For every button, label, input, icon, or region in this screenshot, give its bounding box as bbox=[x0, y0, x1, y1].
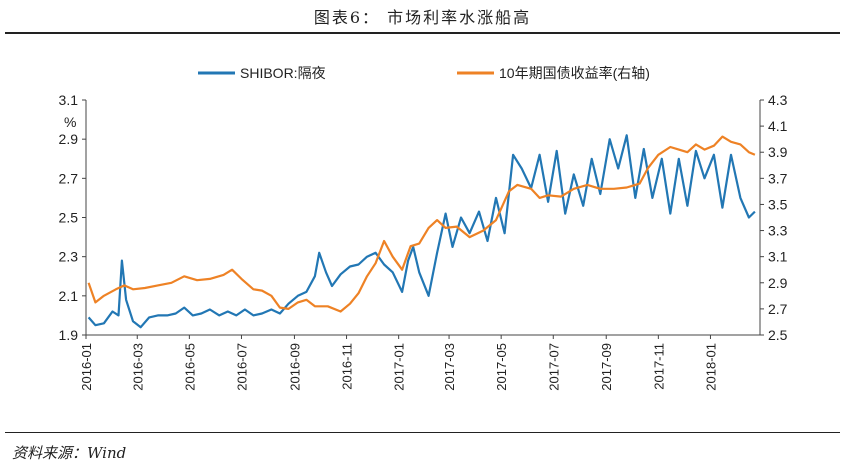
right-axis-tick-label: 4.3 bbox=[768, 92, 788, 108]
left-axis-unit: % bbox=[64, 114, 76, 130]
right-axis-tick-label: 3.7 bbox=[768, 170, 788, 186]
left-axis-tick-label: 2.3 bbox=[59, 249, 79, 265]
right-axis-tick-label: 2.7 bbox=[768, 301, 788, 317]
x-axis-tick-label: 2017-03 bbox=[442, 343, 457, 391]
legend-label-bond: 10年期国债收益率(右轴) bbox=[499, 65, 650, 81]
left-axis-tick-label: 2.7 bbox=[59, 170, 79, 186]
series-line-shibor bbox=[87, 134, 756, 329]
x-axis-tick-label: 2016-05 bbox=[182, 343, 197, 391]
x-axis-tick-label: 2016-01 bbox=[79, 343, 94, 391]
right-axis-tick-label: 3.3 bbox=[768, 223, 788, 239]
series-layer bbox=[87, 134, 756, 329]
left-axis-tick-label: 2.5 bbox=[59, 210, 79, 226]
left-axis-tick-label: 2.9 bbox=[59, 131, 79, 147]
right-axis-tick-label: 2.9 bbox=[768, 275, 788, 291]
right-axis-tick-label: 2.5 bbox=[768, 327, 788, 343]
left-axis-tick-label: 3.1 bbox=[59, 92, 79, 108]
x-axis-tick-label: 2016-03 bbox=[130, 343, 145, 391]
axes: 1.9 2.1 2.3 2.5 2.7 2.9 3.1 2.5 2.7 2.9 3.1 3.3 3.5 3… bbox=[59, 92, 788, 391]
figure-title: 图表6： 市场利率水涨船高 bbox=[313, 8, 532, 27]
legend: SHIBOR:隔夜 10年期国债收益率(右轴) bbox=[198, 65, 650, 81]
x-axis-tick-label: 2017-01 bbox=[392, 343, 407, 391]
source-note: 资料来源：Wind bbox=[12, 444, 127, 462]
left-axis-tick-label: 1.9 bbox=[59, 327, 79, 343]
series-line-bond-yield bbox=[87, 135, 756, 313]
x-axis-tick-label: 2017-09 bbox=[599, 343, 614, 391]
left-axis-tick-label: 2.1 bbox=[59, 288, 79, 304]
x-axis-tick-label: 2016-07 bbox=[234, 343, 249, 391]
x-axis-tick-label: 2018-01 bbox=[703, 343, 718, 391]
x-axis-tick-label: 2017-07 bbox=[546, 343, 561, 391]
right-axis-tick-label: 3.1 bbox=[768, 249, 788, 265]
x-axis-tick-label: 2016-09 bbox=[287, 343, 302, 391]
right-axis-tick-label: 3.5 bbox=[768, 196, 788, 212]
x-axis-tick-label: 2017-05 bbox=[494, 343, 509, 391]
right-axis-tick-label: 3.9 bbox=[768, 144, 788, 160]
x-axis-tick-label: 2017-11 bbox=[651, 343, 666, 390]
legend-label-shibor: SHIBOR:隔夜 bbox=[240, 65, 326, 81]
x-axis-tick-label: 2016-11 bbox=[340, 343, 355, 390]
bottom-rule bbox=[5, 432, 840, 433]
right-axis-tick-label: 4.1 bbox=[768, 118, 788, 134]
title-rule bbox=[5, 32, 840, 34]
